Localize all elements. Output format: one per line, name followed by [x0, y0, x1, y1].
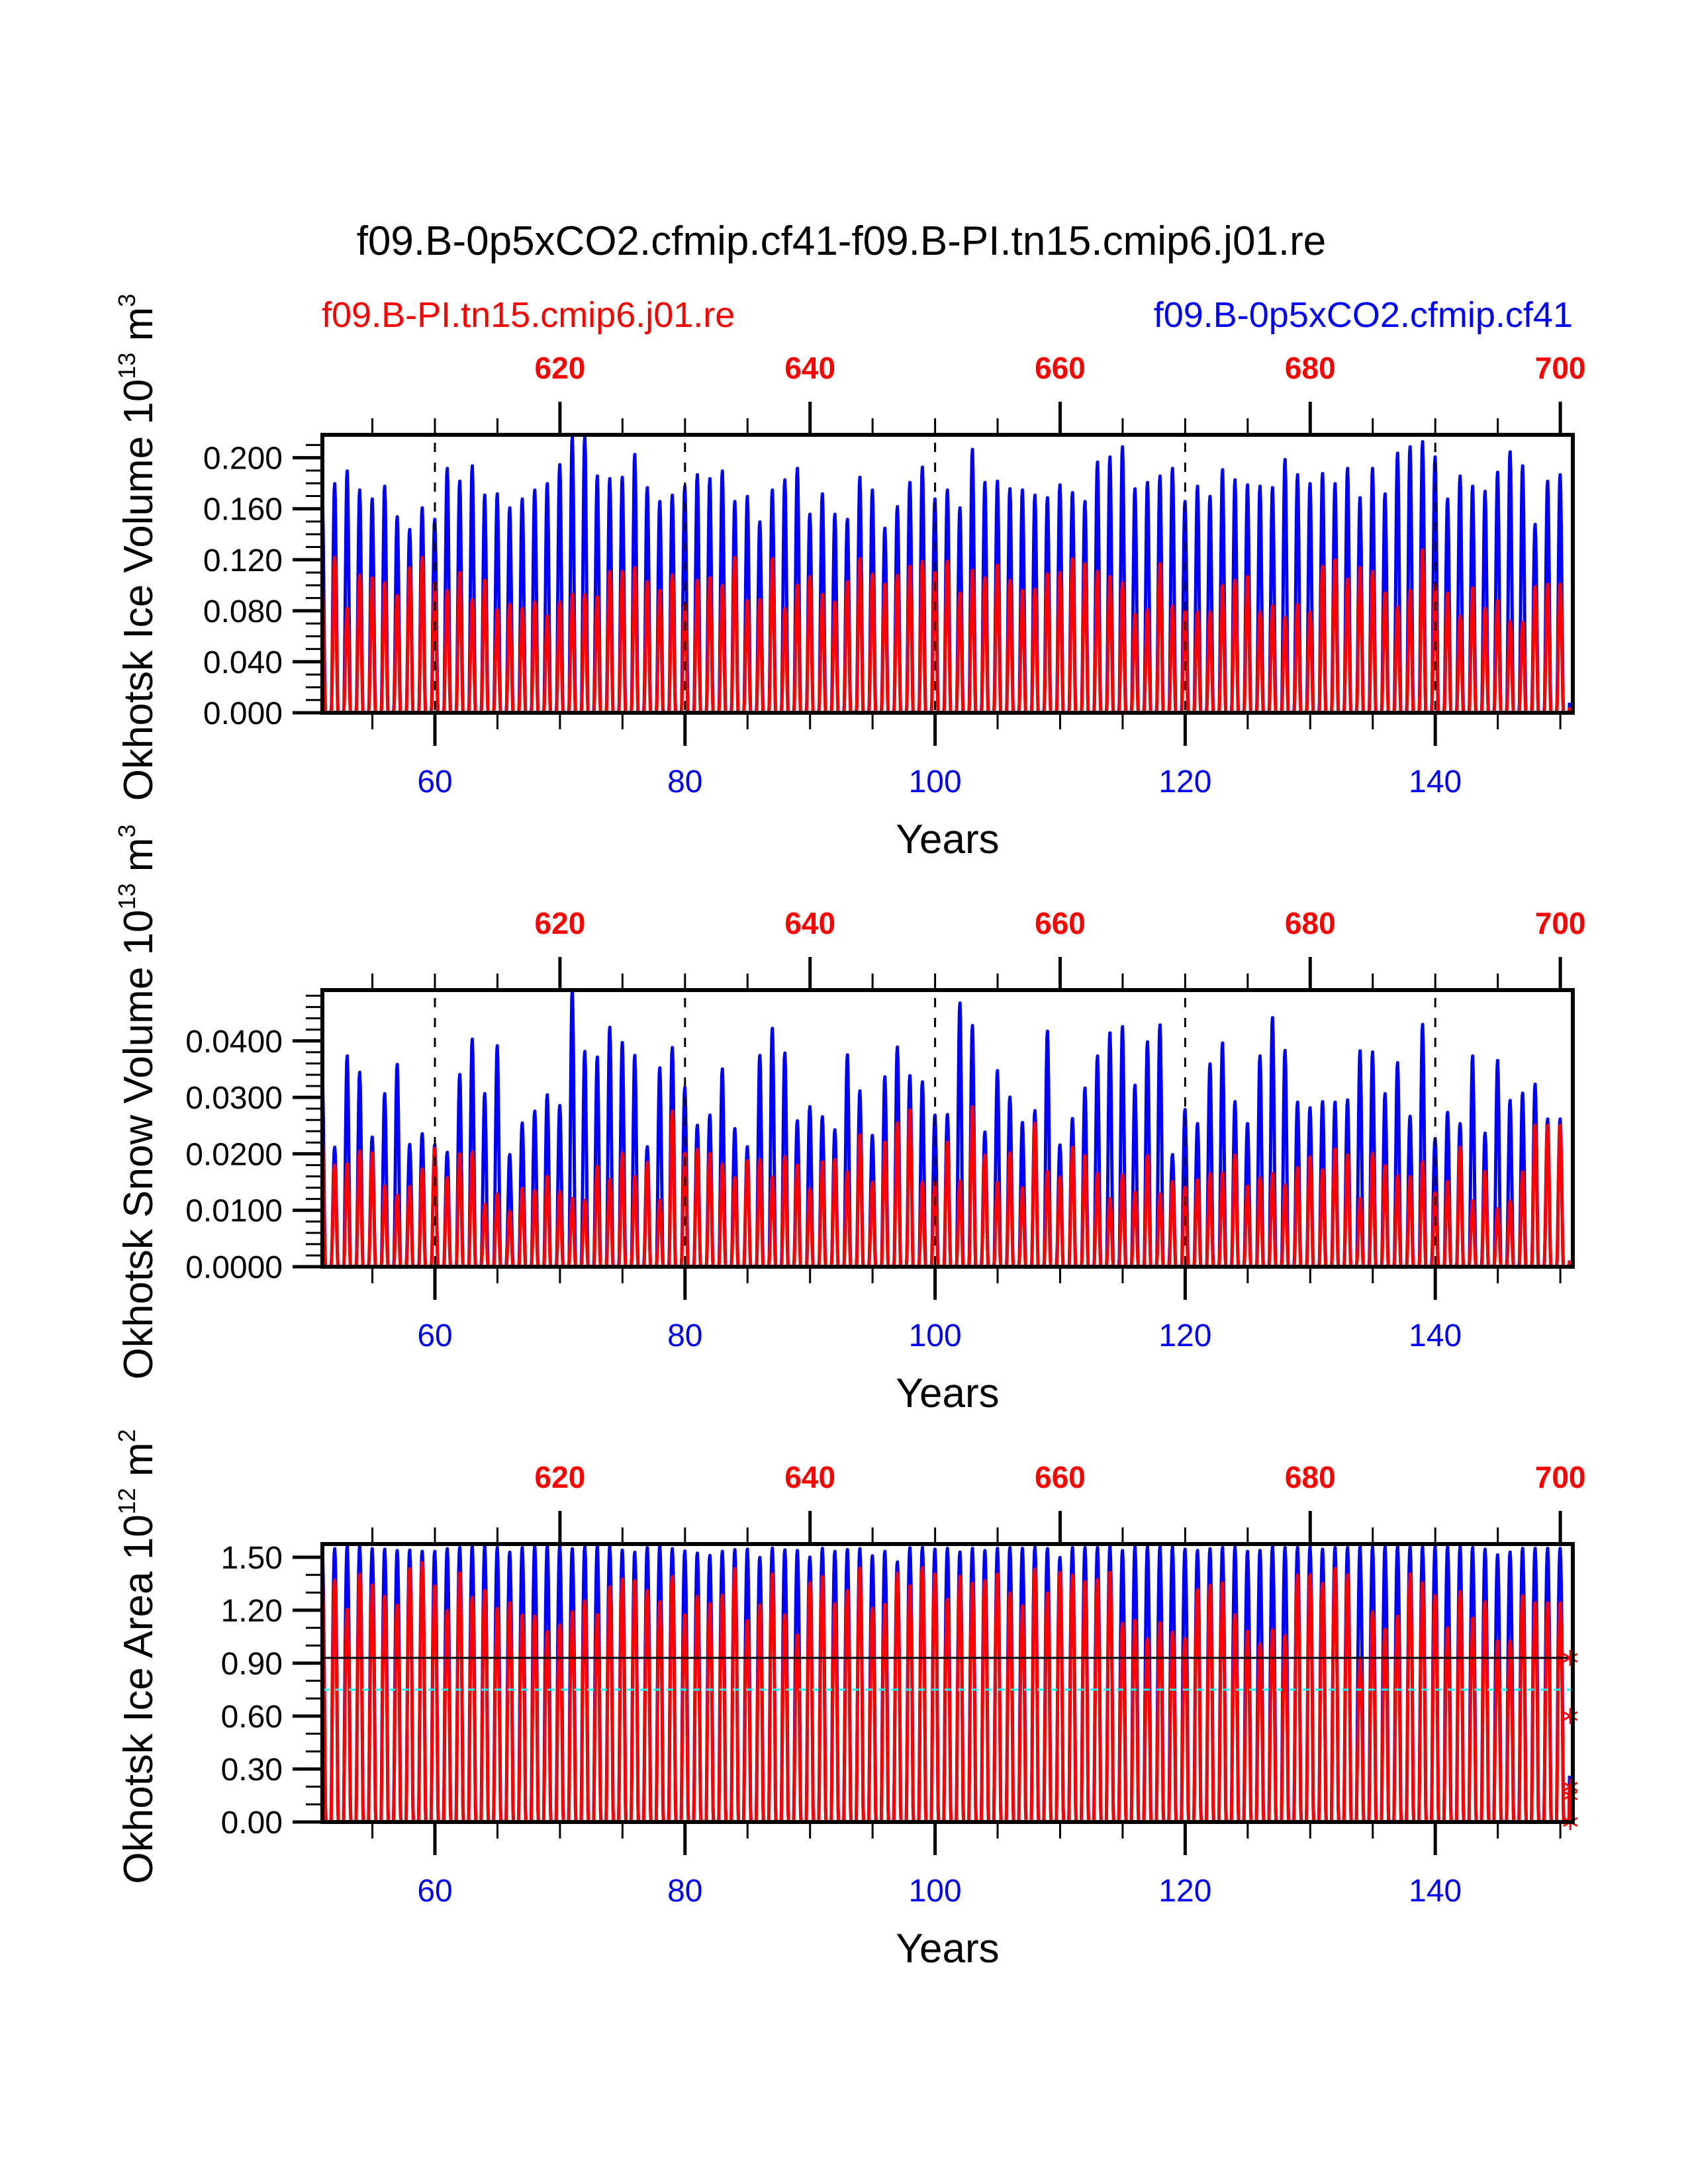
- panel-ice-volume: 0.000 0.040 0.080 0.120 0.160 0.200 60 80 100 120…: [113, 294, 1585, 862]
- x-tick-label-top: 700: [1535, 906, 1586, 940]
- y-tick-label: 0.040: [203, 645, 283, 680]
- plot-area: [322, 435, 1571, 713]
- x-tick-label-bottom: 60: [417, 1874, 452, 1909]
- series-line-pi: [322, 1105, 1571, 1267]
- plot-area: [322, 1544, 1571, 1822]
- asterisk-stroke: [1563, 1711, 1578, 1721]
- y-axis-label-text: m: [116, 1442, 162, 1488]
- x-tick-label-top: 700: [1535, 1460, 1586, 1494]
- x-tick-label-bottom: 80: [667, 764, 702, 799]
- y-tick-label: 0.60: [221, 1700, 283, 1735]
- y-axis-label: Okhotsk Ice Area 1012 m2: [113, 1429, 162, 1884]
- x-tick-label-bottom: 80: [667, 1874, 702, 1909]
- x-tick-label-top: 680: [1285, 1460, 1336, 1494]
- asterisk-stroke: [1563, 1653, 1578, 1663]
- y-tick-label: 0.0000: [185, 1250, 283, 1285]
- y-tick-label: 0.200: [203, 441, 283, 477]
- x-tick-label-bottom: 120: [1158, 1318, 1211, 1353]
- x-tick-label-top: 680: [1285, 351, 1336, 385]
- plot-frame: [320, 988, 1575, 1269]
- asterisk-marker: [1563, 1708, 1578, 1724]
- asterisk-marker: [1563, 1650, 1578, 1666]
- x-tick-label-bottom: 80: [667, 1318, 702, 1353]
- x-axis-label: Years: [896, 1926, 999, 1972]
- x-tick-label-top: 700: [1535, 351, 1586, 385]
- x-tick-label-top: 680: [1285, 906, 1336, 940]
- y-tick-label: 0.160: [203, 492, 283, 527]
- x-tick-label-top: 640: [784, 1460, 835, 1494]
- y-tick-label: 0.0300: [185, 1081, 283, 1116]
- x-tick-label-top: 620: [535, 906, 586, 940]
- x-axis-label: Years: [896, 1371, 999, 1416]
- y-axis-label-text: Okhotsk Ice Area 10: [116, 1514, 162, 1884]
- y-tick-label: 0.30: [221, 1752, 283, 1788]
- asterisk-stroke: [1563, 1790, 1578, 1801]
- y-axis-label-text: m: [116, 307, 162, 353]
- x-tick-label-top: 640: [784, 906, 835, 940]
- x-tick-label-bottom: 100: [909, 764, 962, 799]
- legend-left-label: f09.B-PI.tn15.cmip6.j01.re: [322, 295, 735, 335]
- plot-frame: [320, 433, 1575, 715]
- y-tick-label: 0.0400: [185, 1024, 283, 1060]
- y-axis-label-superscript: 3: [113, 294, 140, 307]
- y-tick-label: 0.000: [203, 696, 283, 731]
- y-tick-label: 0.00: [221, 1805, 283, 1841]
- y-axis-label-superscript: 3: [113, 825, 140, 838]
- x-tick-label-bottom: 140: [1409, 764, 1462, 799]
- x-tick-label-top: 660: [1035, 1460, 1086, 1494]
- y-axis-label: Okhotsk Ice Volume 1013 m3: [113, 294, 162, 801]
- x-tick-label-bottom: 100: [909, 1318, 962, 1353]
- x-tick-label-top: 640: [784, 351, 835, 385]
- panel-ice-area: 0.00 0.30 0.60 0.90 1.20 1.50 60 80 100 120 140 Yea…: [113, 1429, 1585, 1972]
- y-axis-label-superscript: 13: [113, 353, 140, 379]
- x-tick-label-bottom: 120: [1158, 764, 1211, 799]
- x-tick-label-bottom: 100: [909, 1874, 962, 1909]
- y-axis-label-text: m: [116, 838, 162, 884]
- y-axis-label-text: Okhotsk Snow Volume 10: [116, 910, 162, 1380]
- asterisk-stroke: [1563, 1782, 1578, 1792]
- x-tick-label-top: 660: [1035, 351, 1086, 385]
- x-tick-label-top: 620: [535, 351, 586, 385]
- y-axis-label: Okhotsk Snow Volume 1013 m3: [113, 825, 162, 1380]
- chart-title: f09.B-0p5xCO2.cfmip.cf41-f09.B-PI.tn15.c…: [357, 218, 1327, 264]
- x-tick-label-bottom: 60: [417, 764, 452, 799]
- x-tick-label-top: 660: [1035, 906, 1086, 940]
- y-tick-label: 0.0100: [185, 1194, 283, 1229]
- asterisk-marker: [1563, 1788, 1578, 1803]
- y-axis-label-superscript: 13: [113, 883, 140, 909]
- y-tick-label: 1.50: [221, 1541, 283, 1576]
- y-tick-label: 0.120: [203, 543, 283, 578]
- y-tick-label: 0.0200: [185, 1137, 283, 1172]
- x-tick-label-bottom: 140: [1409, 1318, 1462, 1353]
- panel-snow-volume: 0.0000 0.0100 0.0200 0.0300 0.0400 60 80 100 120…: [113, 825, 1585, 1416]
- x-axis-label: Years: [896, 817, 999, 862]
- y-axis-label-text: Okhotsk Ice Volume 10: [116, 379, 162, 801]
- x-tick-label-top: 620: [535, 1460, 586, 1494]
- x-tick-label-bottom: 140: [1409, 1874, 1462, 1909]
- legend-right-label: f09.B-0p5xCO2.cfmip.cf41: [1154, 295, 1573, 335]
- series-line-pi: [322, 1561, 1571, 1822]
- plot-frame: [320, 1542, 1575, 1824]
- y-tick-label: 0.080: [203, 594, 283, 629]
- y-axis-label-superscript: 12: [113, 1488, 140, 1514]
- y-tick-label: 1.20: [221, 1594, 283, 1629]
- y-tick-label: 0.90: [221, 1647, 283, 1682]
- x-tick-label-bottom: 120: [1158, 1874, 1211, 1909]
- x-tick-label-bottom: 60: [417, 1318, 452, 1353]
- series-line-pi: [322, 548, 1571, 713]
- plot-area: [322, 990, 1571, 1267]
- y-axis-label-superscript: 2: [113, 1429, 140, 1442]
